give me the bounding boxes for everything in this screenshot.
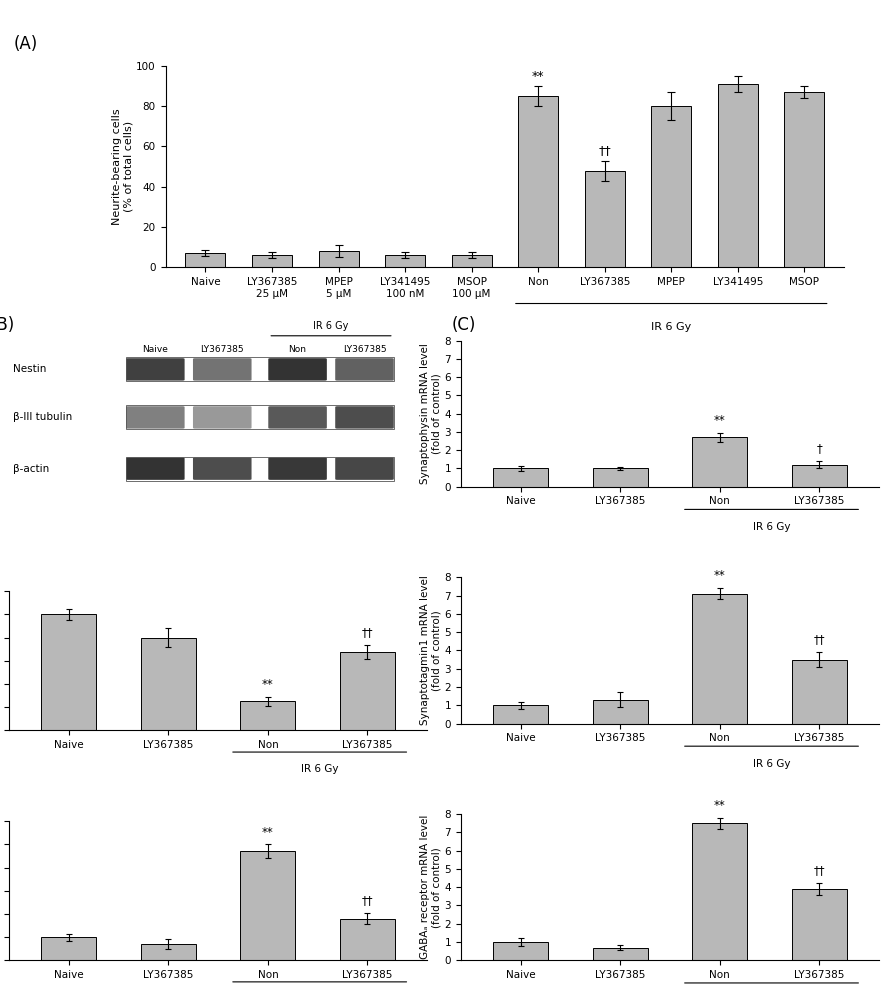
Bar bbox=[385, 255, 425, 267]
Bar bbox=[252, 255, 292, 267]
Text: **: ** bbox=[532, 70, 544, 83]
Bar bbox=[241, 851, 296, 960]
Bar bbox=[493, 942, 548, 960]
Text: ††: †† bbox=[361, 626, 373, 640]
Bar bbox=[41, 938, 96, 960]
Bar bbox=[792, 465, 847, 487]
Bar bbox=[592, 468, 647, 487]
Text: LY367385: LY367385 bbox=[201, 346, 244, 354]
Bar bbox=[784, 92, 824, 267]
Bar bbox=[693, 824, 747, 960]
FancyBboxPatch shape bbox=[126, 358, 185, 380]
Text: IR 6 Gy: IR 6 Gy bbox=[753, 758, 790, 768]
Bar bbox=[493, 468, 548, 487]
Bar bbox=[452, 255, 492, 267]
Bar bbox=[340, 919, 395, 960]
Bar bbox=[319, 251, 359, 267]
Bar bbox=[585, 170, 624, 267]
Bar bbox=[126, 456, 393, 481]
Text: (A): (A) bbox=[13, 35, 37, 52]
Bar bbox=[126, 357, 393, 381]
FancyBboxPatch shape bbox=[268, 406, 327, 429]
FancyBboxPatch shape bbox=[126, 406, 185, 429]
Y-axis label: Synaptotagmin1 mRNA level
(fold of control): Synaptotagmin1 mRNA level (fold of contr… bbox=[420, 575, 441, 726]
Text: **: ** bbox=[262, 826, 274, 839]
Bar bbox=[592, 700, 647, 724]
Text: ††: †† bbox=[813, 864, 825, 877]
Text: **: ** bbox=[714, 569, 725, 582]
Bar bbox=[519, 96, 559, 267]
FancyBboxPatch shape bbox=[336, 457, 393, 480]
Text: LY367385: LY367385 bbox=[343, 346, 386, 354]
Text: ††: †† bbox=[361, 894, 373, 907]
Bar bbox=[241, 702, 296, 731]
FancyBboxPatch shape bbox=[193, 406, 251, 429]
Bar bbox=[41, 615, 96, 731]
Bar bbox=[340, 651, 395, 731]
Text: β-actin: β-actin bbox=[13, 463, 50, 473]
FancyBboxPatch shape bbox=[193, 457, 251, 480]
Bar bbox=[651, 106, 691, 267]
FancyBboxPatch shape bbox=[336, 358, 393, 380]
Text: Naive: Naive bbox=[142, 346, 168, 354]
Text: **: ** bbox=[714, 414, 725, 427]
Bar bbox=[792, 659, 847, 724]
Text: (C): (C) bbox=[452, 316, 476, 334]
Text: IR 6 Gy: IR 6 Gy bbox=[651, 322, 692, 332]
Text: (B): (B) bbox=[0, 316, 15, 334]
Text: IR 6 Gy: IR 6 Gy bbox=[301, 764, 338, 774]
Bar bbox=[792, 889, 847, 960]
Bar bbox=[693, 594, 747, 724]
Bar bbox=[693, 438, 747, 487]
FancyBboxPatch shape bbox=[126, 457, 185, 480]
Bar bbox=[493, 705, 548, 724]
FancyBboxPatch shape bbox=[336, 406, 393, 429]
Text: ††: †† bbox=[599, 145, 611, 157]
Bar bbox=[718, 84, 757, 267]
Bar bbox=[141, 638, 195, 731]
Text: Nestin: Nestin bbox=[13, 364, 46, 374]
Text: β-III tubulin: β-III tubulin bbox=[13, 413, 72, 423]
Text: Non: Non bbox=[289, 346, 306, 354]
Bar bbox=[592, 947, 647, 960]
Y-axis label: Synaptophysin mRNA level
(fold of control): Synaptophysin mRNA level (fold of contro… bbox=[420, 344, 441, 484]
Bar bbox=[126, 406, 393, 430]
Text: **: ** bbox=[262, 678, 274, 691]
Bar bbox=[141, 944, 195, 960]
FancyBboxPatch shape bbox=[268, 457, 327, 480]
Y-axis label: GABAₐ receptor mRNA level
(fold of control): GABAₐ receptor mRNA level (fold of contr… bbox=[420, 815, 441, 959]
Text: IR 6 Gy: IR 6 Gy bbox=[313, 321, 349, 331]
Text: IR 6 Gy: IR 6 Gy bbox=[753, 522, 790, 532]
Bar bbox=[186, 253, 226, 267]
FancyBboxPatch shape bbox=[193, 358, 251, 380]
Text: ††: †† bbox=[813, 634, 825, 646]
FancyBboxPatch shape bbox=[268, 358, 327, 380]
Y-axis label: Neurite-bearing cells
(% of total cells): Neurite-bearing cells (% of total cells) bbox=[112, 108, 133, 225]
Text: **: ** bbox=[714, 799, 725, 812]
Text: †: † bbox=[816, 443, 822, 455]
